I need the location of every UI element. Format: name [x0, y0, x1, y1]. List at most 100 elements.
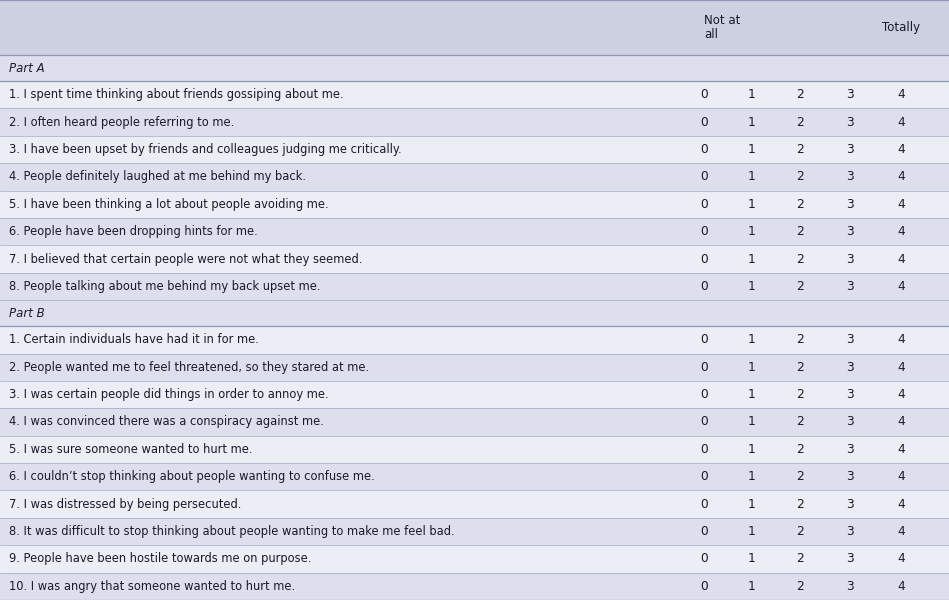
Text: 7. I was distressed by being persecuted.: 7. I was distressed by being persecuted. [9, 497, 242, 511]
Text: 2: 2 [796, 415, 804, 428]
Text: 5. I was sure someone wanted to hurt me.: 5. I was sure someone wanted to hurt me. [9, 443, 253, 456]
Text: 9. People have been hostile towards me on purpose.: 9. People have been hostile towards me o… [9, 553, 312, 565]
Text: 4. People definitely laughed at me behind my back.: 4. People definitely laughed at me behin… [9, 170, 307, 184]
Text: 4: 4 [898, 280, 905, 293]
Bar [0, 273, 949, 300]
Bar [0, 572, 949, 600]
Text: 1: 1 [748, 580, 755, 593]
Text: 3: 3 [847, 497, 854, 511]
Text: 0: 0 [700, 443, 708, 456]
Text: 2: 2 [796, 388, 804, 401]
Text: 0: 0 [700, 334, 708, 346]
Text: 4: 4 [898, 88, 905, 101]
Text: Not at
all: Not at all [704, 13, 740, 41]
Text: 3. I have been upset by friends and colleagues judging me critically.: 3. I have been upset by friends and coll… [9, 143, 402, 156]
Text: 2: 2 [796, 280, 804, 293]
Text: 7. I believed that certain people were not what they seemed.: 7. I believed that certain people were n… [9, 253, 363, 266]
Text: 4: 4 [898, 470, 905, 483]
Bar [0, 545, 949, 572]
Text: 8. People talking about me behind my back upset me.: 8. People talking about me behind my bac… [9, 280, 321, 293]
Bar [0, 218, 949, 245]
Bar [0, 136, 949, 163]
Text: 0: 0 [700, 470, 708, 483]
Text: 4: 4 [898, 143, 905, 156]
Bar [0, 81, 949, 109]
Text: 4: 4 [898, 580, 905, 593]
Text: 0: 0 [700, 143, 708, 156]
Text: 4: 4 [898, 225, 905, 238]
Bar [0, 518, 949, 545]
Text: 6. People have been dropping hints for me.: 6. People have been dropping hints for m… [9, 225, 258, 238]
Text: 2: 2 [796, 225, 804, 238]
Text: 2. I often heard people referring to me.: 2. I often heard people referring to me. [9, 116, 234, 128]
Text: 1: 1 [748, 198, 755, 211]
Text: 1: 1 [748, 334, 755, 346]
Text: 10. I was angry that someone wanted to hurt me.: 10. I was angry that someone wanted to h… [9, 580, 296, 593]
Bar [0, 436, 949, 463]
Text: 2: 2 [796, 88, 804, 101]
Text: 8. It was difficult to stop thinking about people wanting to make me feel bad.: 8. It was difficult to stop thinking abo… [9, 525, 456, 538]
Text: 2: 2 [796, 334, 804, 346]
Text: 1: 1 [748, 116, 755, 128]
Text: Part A: Part A [9, 61, 46, 74]
Bar [0, 300, 949, 326]
Text: 0: 0 [700, 88, 708, 101]
Text: 1: 1 [748, 443, 755, 456]
Text: 3: 3 [847, 525, 854, 538]
Bar [0, 163, 949, 191]
Text: 4: 4 [898, 253, 905, 266]
Text: 3: 3 [847, 225, 854, 238]
Text: 1. I spent time thinking about friends gossiping about me.: 1. I spent time thinking about friends g… [9, 88, 344, 101]
Text: 2: 2 [796, 143, 804, 156]
Text: 4: 4 [898, 443, 905, 456]
Text: 3: 3 [847, 388, 854, 401]
Bar [0, 326, 949, 353]
Text: 2: 2 [796, 116, 804, 128]
Text: Part B: Part B [9, 307, 46, 320]
Text: 2: 2 [796, 553, 804, 565]
Text: 3: 3 [847, 361, 854, 374]
Text: 2: 2 [796, 497, 804, 511]
Text: 2: 2 [796, 361, 804, 374]
Text: 0: 0 [700, 198, 708, 211]
Text: 1: 1 [748, 88, 755, 101]
Text: 2: 2 [796, 525, 804, 538]
Bar [0, 0, 949, 55]
Text: 1: 1 [748, 225, 755, 238]
Text: 3: 3 [847, 198, 854, 211]
Text: 0: 0 [700, 116, 708, 128]
Text: 0: 0 [700, 525, 708, 538]
Text: 1: 1 [748, 553, 755, 565]
Text: 1: 1 [748, 253, 755, 266]
Text: 1: 1 [748, 143, 755, 156]
Text: 1: 1 [748, 470, 755, 483]
Text: 4: 4 [898, 361, 905, 374]
Text: 0: 0 [700, 280, 708, 293]
Text: 3: 3 [847, 143, 854, 156]
Text: 3: 3 [847, 253, 854, 266]
Text: 1: 1 [748, 361, 755, 374]
Text: 3: 3 [847, 553, 854, 565]
Text: 0: 0 [700, 497, 708, 511]
Text: 4: 4 [898, 525, 905, 538]
Text: 6. I couldn’t stop thinking about people wanting to confuse me.: 6. I couldn’t stop thinking about people… [9, 470, 375, 483]
Text: 4: 4 [898, 198, 905, 211]
Text: 3: 3 [847, 334, 854, 346]
Bar [0, 353, 949, 381]
Text: 0: 0 [700, 361, 708, 374]
Text: 1: 1 [748, 280, 755, 293]
Bar [0, 55, 949, 81]
Text: 4. I was convinced there was a conspiracy against me.: 4. I was convinced there was a conspirac… [9, 415, 325, 428]
Text: 1: 1 [748, 170, 755, 184]
Bar [0, 490, 949, 518]
Text: 2: 2 [796, 170, 804, 184]
Text: 0: 0 [700, 580, 708, 593]
Text: 0: 0 [700, 170, 708, 184]
Bar [0, 463, 949, 490]
Text: 3: 3 [847, 443, 854, 456]
Text: 4: 4 [898, 497, 905, 511]
Text: 5. I have been thinking a lot about people avoiding me.: 5. I have been thinking a lot about peop… [9, 198, 329, 211]
Text: 0: 0 [700, 415, 708, 428]
Bar [0, 109, 949, 136]
Text: 3: 3 [847, 280, 854, 293]
